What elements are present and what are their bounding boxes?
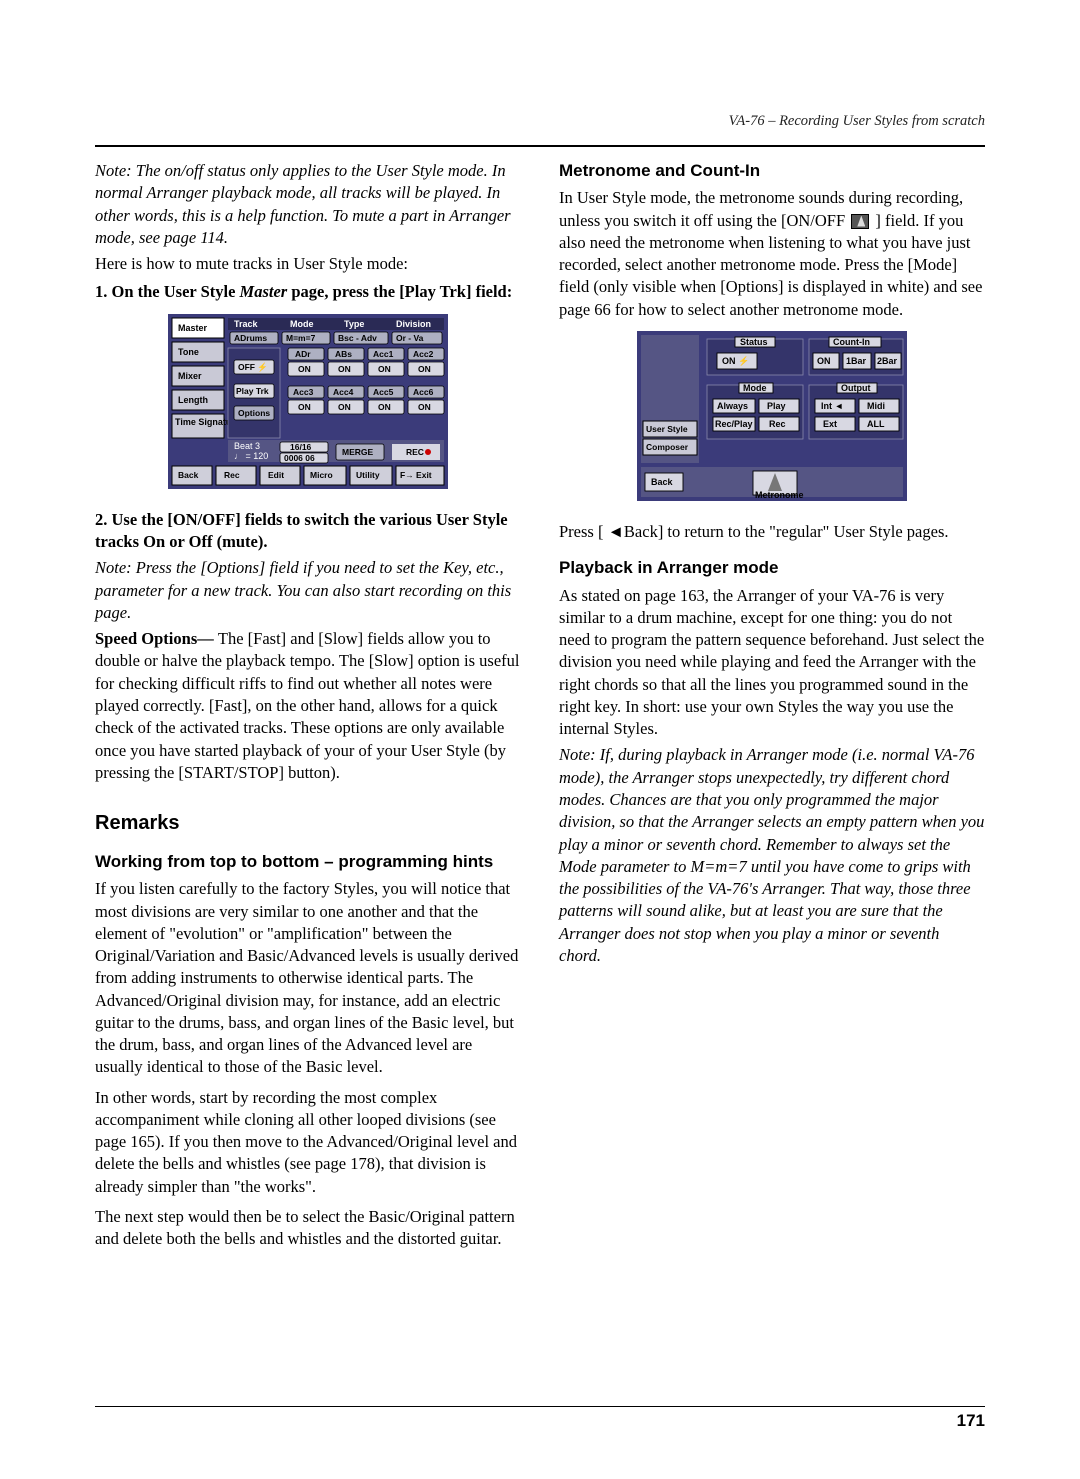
svg-text:Mode: Mode: [290, 319, 314, 329]
two-column-layout: Note: The on/off status only applies to …: [95, 160, 985, 1255]
svg-text:Master: Master: [178, 323, 208, 333]
svg-text:Rec: Rec: [224, 470, 240, 480]
svg-text:ON: ON: [378, 402, 391, 412]
svg-text:Length: Length: [178, 395, 208, 405]
svg-text:ABs: ABs: [335, 349, 352, 359]
svg-text:ON: ON: [298, 364, 311, 374]
svg-text:ON: ON: [418, 364, 431, 374]
svg-text:ON: ON: [378, 364, 391, 374]
svg-text:Utility: Utility: [356, 470, 380, 480]
note-options: Note: Press the [Options] field if you n…: [95, 557, 521, 624]
svg-text:Bsc - Adv: Bsc - Adv: [338, 333, 377, 343]
svg-text:2Bar: 2Bar: [877, 356, 898, 366]
svg-text:ON: ON: [817, 356, 831, 366]
step1-em: Master: [240, 282, 288, 301]
page-number: 171: [957, 1410, 985, 1433]
figure-master-playtrk: Master Tone Mixer Length Time Signatur T…: [95, 314, 521, 495]
play-p1: As stated on page 163, the Arranger of y…: [559, 585, 985, 741]
svg-text:OFF ⚡: OFF ⚡: [238, 362, 268, 373]
svg-text:16/16: 16/16: [290, 442, 312, 452]
svg-text:Division: Division: [396, 319, 431, 329]
svg-text:Acc4: Acc4: [333, 387, 354, 397]
metro-back: Press [ ◄Back] to return to the "regular…: [559, 521, 985, 543]
footer-rule: [95, 1406, 985, 1407]
svg-text:F→ Exit: F→ Exit: [400, 470, 432, 480]
intro-line: Here is how to mute tracks in User Style…: [95, 253, 521, 275]
svg-text:Beat 3: Beat 3: [234, 441, 260, 451]
heading-remarks: Remarks: [95, 810, 521, 837]
fig1-svg: Master Tone Mixer Length Time Signatur T…: [168, 314, 448, 489]
metronome-icon: [851, 214, 869, 229]
note-onoff: Note: The on/off status only applies to …: [95, 160, 521, 249]
svg-text:Composer: Composer: [646, 442, 689, 452]
svg-text:Rec: Rec: [769, 419, 786, 429]
svg-text:Acc1: Acc1: [373, 349, 394, 359]
svg-text:Tone: Tone: [178, 347, 199, 357]
svg-text:ON: ON: [338, 364, 351, 374]
svg-text:Play: Play: [767, 401, 786, 411]
speed-body: The [Fast] and [Slow] fields allow you t…: [95, 629, 519, 782]
svg-text:M=m=7: M=m=7: [286, 333, 316, 343]
svg-text:ON: ON: [298, 402, 311, 412]
svg-text:Time Signatur: Time Signatur: [175, 417, 235, 427]
svg-text:Mixer: Mixer: [178, 371, 202, 381]
svg-text:Int ◄: Int ◄: [821, 401, 843, 411]
svg-text:ON: ON: [338, 402, 351, 412]
running-head: VA-76 – Recording User Styles from scrat…: [729, 112, 985, 132]
svg-text:Midi: Midi: [867, 401, 885, 411]
hints-p3: The next step would then be to select th…: [95, 1206, 521, 1251]
step1-b: page, press the [Play Trk] field:: [287, 282, 512, 301]
svg-text:Ext: Ext: [823, 419, 837, 429]
step-2: 2. Use the [ON/OFF] fields to switch the…: [95, 509, 521, 554]
svg-text:Metronome: Metronome: [755, 490, 804, 500]
heading-playback: Playback in Arranger mode: [559, 557, 985, 578]
speed-label: Speed Options—: [95, 629, 218, 648]
svg-text:Track: Track: [234, 319, 259, 329]
svg-text:Or - Va: Or - Va: [396, 333, 424, 343]
svg-text:Mode: Mode: [743, 383, 767, 393]
heading-hints: Working from top to bottom – programming…: [95, 851, 521, 872]
svg-text:Output: Output: [841, 383, 871, 393]
svg-text:Acc2: Acc2: [413, 349, 434, 359]
svg-text:Back: Back: [651, 477, 674, 487]
svg-text:Micro: Micro: [310, 470, 333, 480]
svg-text:REC: REC: [406, 447, 424, 457]
fig2-svg: User Style Composer Status ON ⚡ Count-In…: [637, 331, 907, 501]
svg-text:ALL: ALL: [867, 419, 885, 429]
svg-text:Play Trk: Play Trk: [236, 386, 269, 396]
svg-text:Options: Options: [238, 408, 270, 418]
heading-metronome: Metronome and Count-In: [559, 160, 985, 181]
step1-a: 1. On the User Style: [95, 282, 240, 301]
svg-text:Acc3: Acc3: [293, 387, 314, 397]
svg-text:♩ = 120: ♩ = 120: [234, 451, 268, 461]
svg-text:0006 06: 0006 06: [284, 453, 315, 463]
svg-text:Status: Status: [740, 337, 768, 347]
metro-p1: In User Style mode, the metronome sounds…: [559, 187, 985, 321]
step-1: 1. On the User Style Master page, press …: [95, 281, 521, 303]
hints-p2: In other words, start by recording the m…: [95, 1087, 521, 1198]
svg-text:Acc6: Acc6: [413, 387, 434, 397]
svg-text:Count-In: Count-In: [833, 337, 870, 347]
svg-text:Always: Always: [717, 401, 748, 411]
figure-metronome-panel: User Style Composer Status ON ⚡ Count-In…: [559, 331, 985, 507]
svg-text:1Bar: 1Bar: [846, 356, 867, 366]
svg-text:Edit: Edit: [268, 470, 284, 480]
header-rule: [95, 145, 985, 147]
svg-text:ADr: ADr: [295, 349, 311, 359]
svg-text:ON: ON: [418, 402, 431, 412]
play-note: Note: If, during playback in Arranger mo…: [559, 744, 985, 967]
svg-text:Type: Type: [344, 319, 364, 329]
svg-text:MERGE: MERGE: [342, 447, 374, 457]
svg-text:Rec/Play: Rec/Play: [715, 419, 753, 429]
svg-text:Back: Back: [178, 470, 199, 480]
right-column: Metronome and Count-In In User Style mod…: [559, 160, 985, 1255]
speed-options: Speed Options— The [Fast] and [Slow] fie…: [95, 628, 521, 784]
left-column: Note: The on/off status only applies to …: [95, 160, 521, 1255]
svg-text:ON ⚡: ON ⚡: [722, 355, 749, 367]
hints-p1: If you listen carefully to the factory S…: [95, 878, 521, 1078]
svg-text:ADrums: ADrums: [234, 333, 267, 343]
svg-text:User Style: User Style: [646, 424, 688, 434]
svg-text:Acc5: Acc5: [373, 387, 394, 397]
